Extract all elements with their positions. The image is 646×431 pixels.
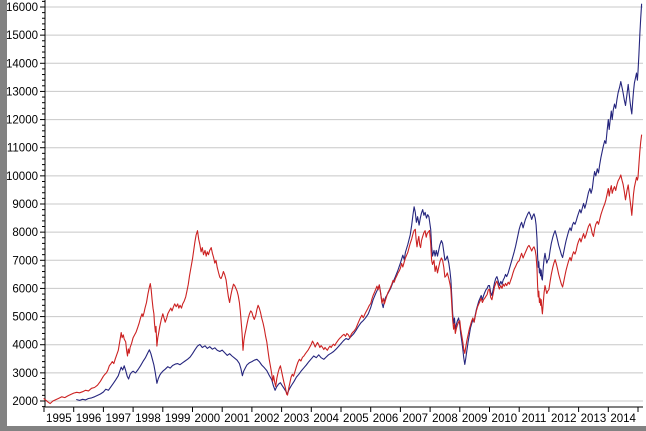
y-tick-label: 13000 xyxy=(6,86,38,98)
x-tick-label: 2003 xyxy=(284,413,310,425)
x-tick-label: 1996 xyxy=(76,413,102,425)
x-tick-label: 2006 xyxy=(373,413,399,425)
y-tick-label: 3000 xyxy=(12,368,38,380)
x-tick-label: 2001 xyxy=(224,413,250,425)
y-tick-label: 7000 xyxy=(12,255,38,267)
x-tick-label: 2009 xyxy=(462,413,488,425)
data-series xyxy=(43,3,643,405)
x-tick-label: 2004 xyxy=(313,413,339,425)
x-tick-label: 1999 xyxy=(165,413,191,425)
y-tick-label: 14000 xyxy=(6,58,38,70)
y-tick-label: 5000 xyxy=(12,312,38,324)
series-dark-blue-index xyxy=(76,3,643,401)
x-tick-label: 2014 xyxy=(610,413,636,425)
x-tick-label: 2012 xyxy=(551,413,577,425)
y-tick-label: 11000 xyxy=(7,143,38,155)
x-tick-label: 2002 xyxy=(254,413,280,425)
y-tick-label: 8000 xyxy=(12,227,38,239)
x-tick-label: 2008 xyxy=(432,413,458,425)
x-tick-label: 1995 xyxy=(46,413,72,425)
y-tick-label: 4000 xyxy=(12,340,38,352)
y-tick-label: 12000 xyxy=(6,115,38,127)
series-red-index xyxy=(43,134,643,405)
window-bottom-border xyxy=(0,426,646,431)
y-tick-label: 6000 xyxy=(12,283,38,295)
x-tick-label: 2000 xyxy=(195,413,221,425)
window-left-border xyxy=(0,0,7,431)
x-tick-label: 2013 xyxy=(581,413,607,425)
y-tick-label: 16000 xyxy=(6,2,38,14)
x-tick-label: 2011 xyxy=(522,413,547,425)
x-tick-label: 2010 xyxy=(492,413,518,425)
axes: 2000 3000 4000 5000 6000 7000 8000 9000 10000 110… xyxy=(6,0,643,425)
x-tick-label: 1997 xyxy=(105,413,131,425)
y-tick-label: 2000 xyxy=(12,396,38,408)
y-tick-label: 10000 xyxy=(6,171,38,183)
y-tick-label: 9000 xyxy=(12,199,38,211)
y-tick-label: 15000 xyxy=(6,30,38,42)
x-tick-label: 1998 xyxy=(135,413,161,425)
gridlines xyxy=(45,6,643,402)
x-tick-label: 2007 xyxy=(402,413,428,425)
x-tick-label: 2005 xyxy=(343,413,369,425)
